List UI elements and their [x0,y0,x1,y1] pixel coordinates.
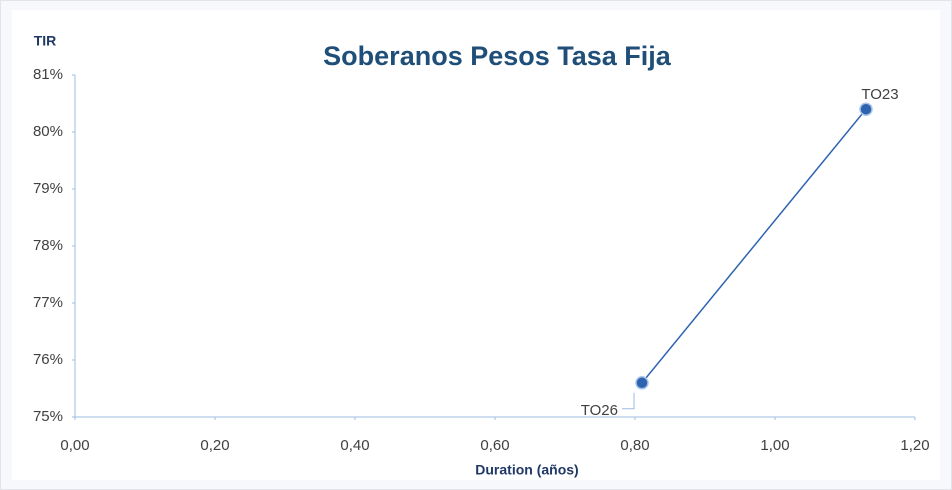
y-axis-title: TIR [34,33,57,49]
data-point [859,102,873,116]
x-tick-label: 0,00 [60,437,89,454]
y-tick-label: 77% [33,294,63,311]
y-tick-label: 80% [33,123,63,140]
x-axis-title: Duration (años) [475,462,578,478]
data-label: TO23 [861,86,898,103]
y-tick-label: 78% [33,237,63,254]
y-tick-label: 79% [33,180,63,197]
y-tick-label: 76% [33,351,63,368]
x-tick-label: 0,20 [200,437,229,454]
x-tick-label: 0,40 [340,437,369,454]
y-tick-label: 81% [33,66,63,83]
x-tick-label: 0,60 [480,437,509,454]
x-tick-label: 0,80 [620,437,649,454]
data-label: TO26 [581,402,618,419]
data-line [641,108,867,384]
x-tick-label: 1,00 [760,437,789,454]
x-tick-label: 1,20 [900,437,929,454]
y-tick-label: 75% [33,408,63,425]
label-leader [622,392,635,410]
chart-area [12,10,940,480]
chart-title: Soberanos Pesos Tasa Fija [323,41,672,71]
data-point [635,376,649,390]
